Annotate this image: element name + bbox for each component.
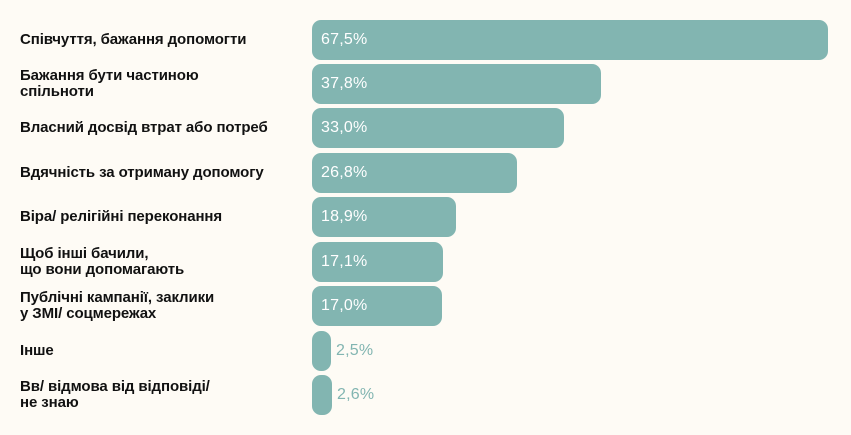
value-label: 26,8% [321, 164, 368, 181]
category-label: Віра/ релігійні переконання [20, 197, 310, 237]
category-label-line: Віра/ релігійні переконання [20, 208, 223, 225]
category-label: Співчуття, бажання допомогти [20, 20, 310, 60]
category-label: Бажання бути частиною спільноти [20, 64, 310, 104]
bar [312, 375, 332, 415]
category-label-line: у ЗМІ/ соцмережах [20, 305, 157, 322]
category-label: Вдячність за отриману допомогу [20, 153, 310, 193]
category-label: Інше [20, 331, 310, 371]
bar [312, 197, 456, 237]
bar-row: Публічні кампанії, заклики у ЗМІ/ соцмере… [0, 286, 851, 326]
category-label: Власний досвід втрат або потреб [20, 108, 310, 148]
value-label: 33,0% [321, 119, 368, 136]
bar [312, 331, 331, 371]
bar [312, 20, 828, 60]
bar-row: Вдячність за отриману допомогу 26,8% [0, 153, 851, 193]
bar [312, 242, 443, 282]
bar-row: Співчуття, бажання допомогти 67,5% [0, 20, 851, 60]
category-label-line: Вв/ відмова від відповіді/ [20, 378, 210, 395]
bar [312, 286, 442, 326]
category-label-line: Інше [20, 342, 54, 359]
value-label: 67,5% [321, 31, 368, 48]
bar [312, 153, 517, 193]
category-label-line: Публічні кампанії, заклики [20, 289, 215, 306]
category-label-line: Щоб інші бачили, [20, 245, 149, 262]
bar [312, 64, 601, 104]
bar-row: Інше 2,5% [0, 331, 851, 371]
category-label-line: спільноти [20, 83, 94, 100]
bar-row: Щоб інші бачили, що вони допомагають 17,1% [0, 242, 851, 282]
value-label: 2,6% [337, 386, 375, 403]
value-label: 17,1% [321, 253, 368, 270]
category-label: Публічні кампанії, заклики у ЗМІ/ соцмере… [20, 286, 310, 326]
category-label-line: Бажання бути частиною [20, 67, 199, 84]
value-label: 2,5% [336, 342, 374, 359]
category-label-line: Власний досвід втрат або потреб [20, 119, 268, 136]
bar [312, 108, 564, 148]
value-label: 17,0% [321, 297, 368, 314]
category-label-line: Співчуття, бажання допомогти [20, 31, 247, 48]
value-label: 18,9% [321, 208, 368, 225]
category-label: Вв/ відмова від відповіді/не знаю [20, 375, 310, 415]
bar-row: Вв/ відмова від відповіді/не знаю 2,6% [0, 375, 851, 415]
bar-row: Віра/ релігійні переконання 18,9% [0, 197, 851, 237]
bar-row: Власний досвід втрат або потреб 33,0% [0, 108, 851, 148]
value-label: 37,8% [321, 75, 368, 92]
bar-row: Бажання бути частиною спільноти 37,8% [0, 64, 851, 104]
category-label-line: не знаю [20, 394, 79, 411]
category-label-line: що вони допомагають [20, 261, 185, 278]
category-label: Щоб інші бачили, що вони допомагають [20, 242, 310, 282]
category-label-line: Вдячність за отриману допомогу [20, 164, 264, 181]
